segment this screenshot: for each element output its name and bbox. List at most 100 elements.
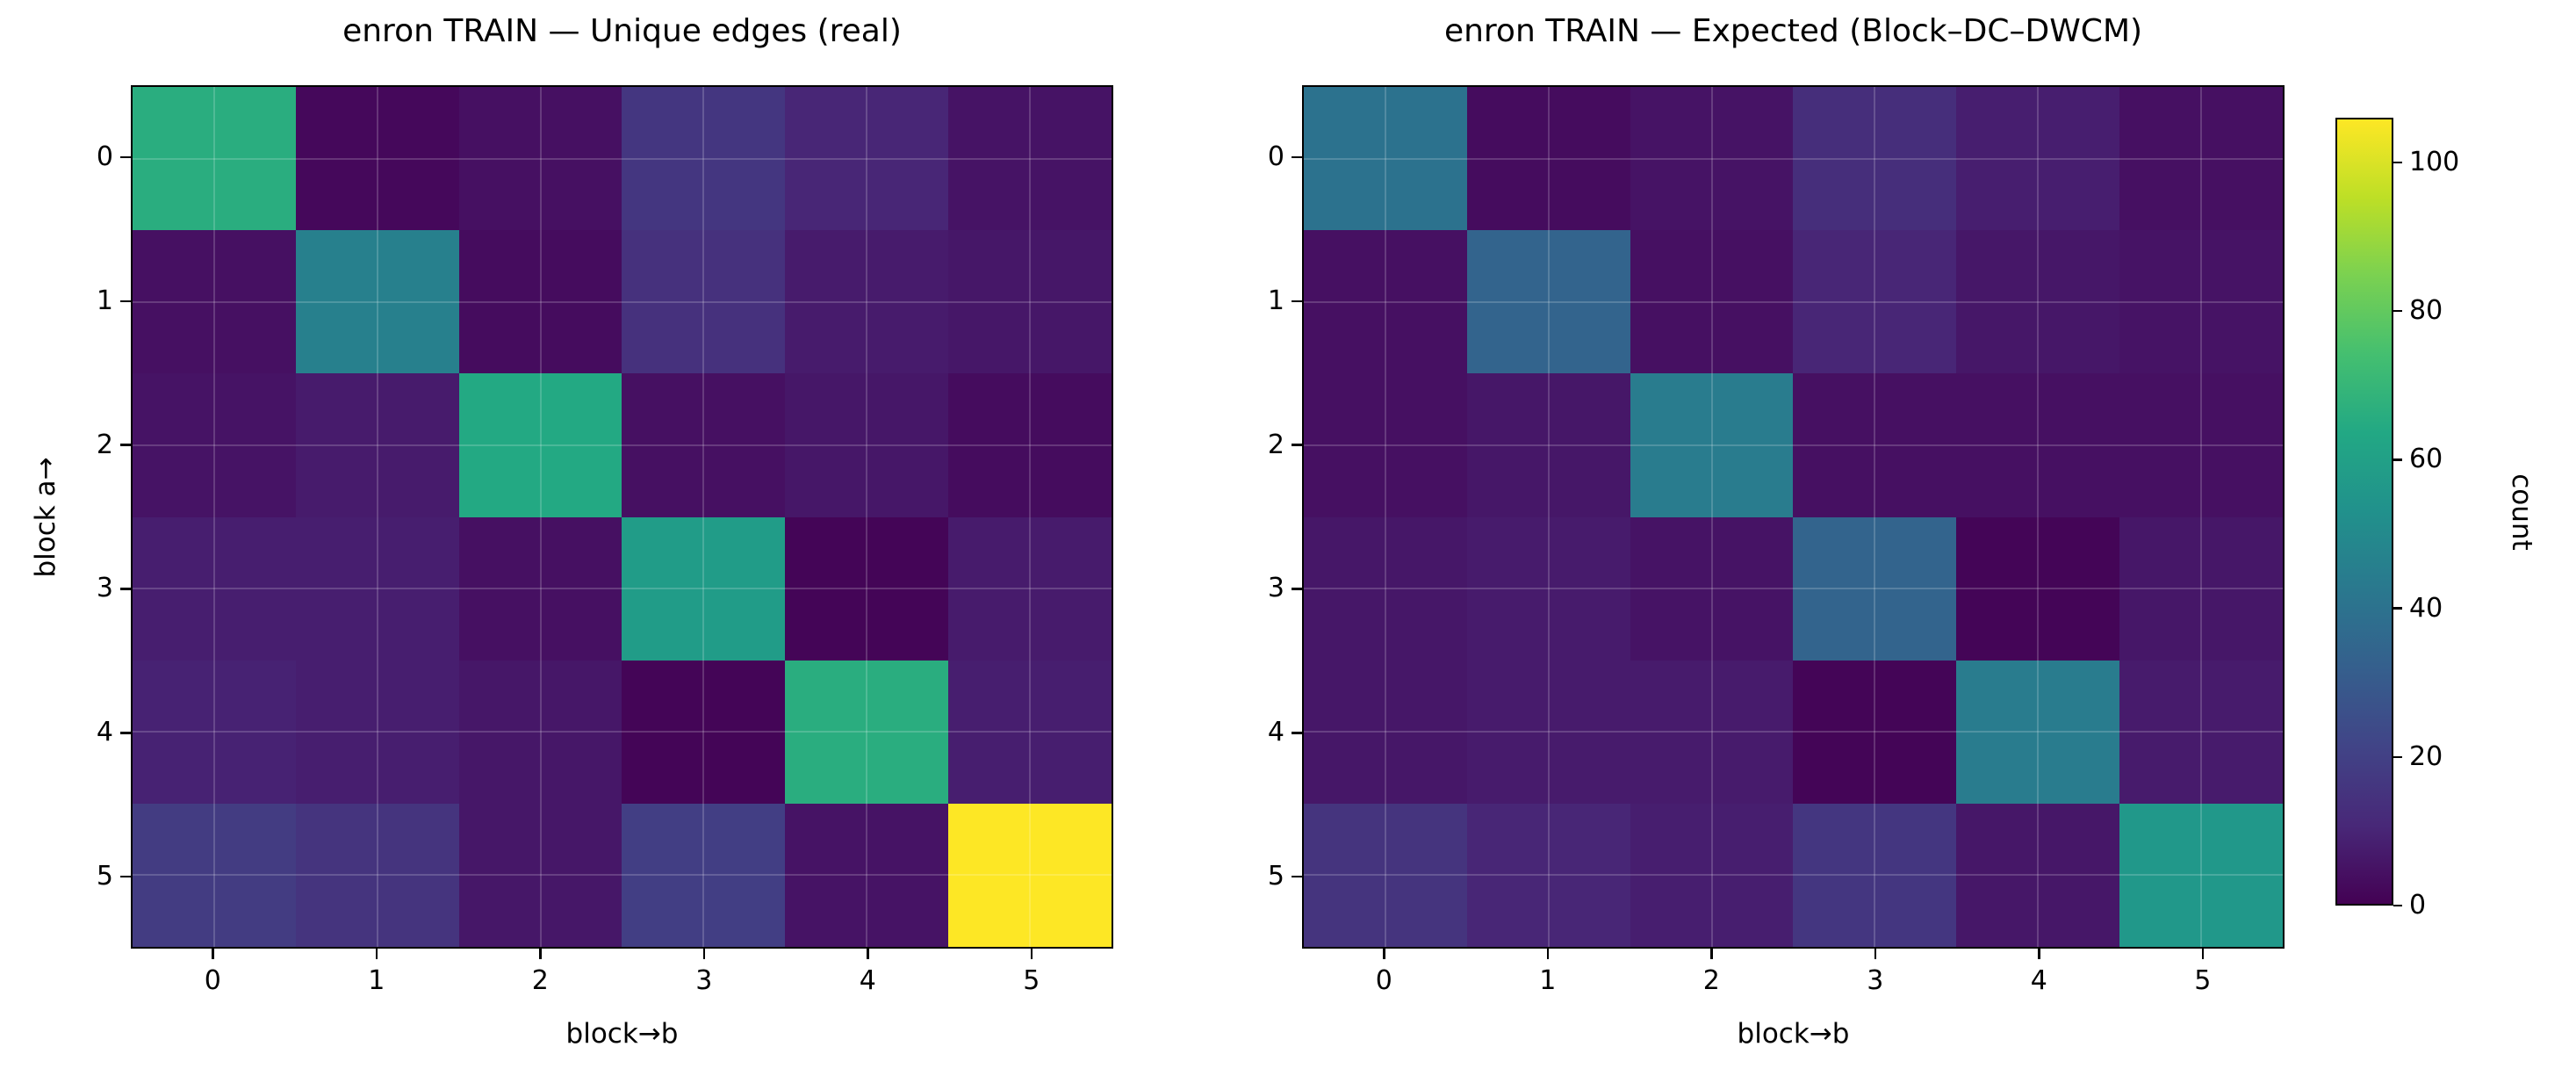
x-tick-mark	[212, 949, 214, 959]
y-tick-label: 0	[96, 141, 113, 172]
left-y-axis-label: block a→	[30, 456, 61, 578]
x-tick-mark	[1383, 949, 1385, 959]
heatmap-cell	[1956, 516, 2120, 661]
x-tick-mark	[1710, 949, 1713, 959]
heatmap-cell	[458, 373, 622, 517]
y-tick-label: 4	[1267, 717, 1284, 748]
colorbar-tick-label: 100	[2409, 146, 2460, 177]
y-tick-label: 2	[1267, 429, 1284, 460]
heatmap-cell	[622, 803, 786, 947]
heatmap-cell	[1793, 373, 1957, 517]
right-heatmap	[1302, 85, 2285, 949]
heatmap-cell	[785, 373, 949, 517]
heatmap-cell	[458, 660, 622, 804]
x-tick-label: 5	[2194, 965, 2212, 996]
y-tick-label: 4	[96, 717, 113, 748]
heatmap-cell	[1304, 803, 1467, 947]
heatmap-cell	[295, 516, 459, 661]
heatmap-cell	[1630, 87, 1794, 231]
heatmap-cell	[1956, 87, 2120, 231]
x-tick-mark	[1874, 949, 1876, 959]
y-tick-mark	[120, 155, 131, 159]
x-tick-label: 2	[531, 965, 549, 996]
heatmap-cell	[1304, 87, 1467, 231]
y-tick-mark	[1292, 875, 1302, 878]
heatmap-cell	[133, 87, 296, 231]
heatmap-cell	[1304, 660, 1467, 804]
heatmap-cell	[1630, 230, 1794, 374]
heatmap-cell	[1466, 87, 1630, 231]
heatmap-cell	[1793, 516, 1957, 661]
heatmap-cell	[785, 516, 949, 661]
heatmap-cell	[1956, 803, 2120, 947]
colorbar-tick-mark	[2393, 607, 2402, 610]
heatmap-cell	[622, 87, 786, 231]
heatmap-cell	[133, 516, 296, 661]
heatmap-cell	[1466, 230, 1630, 374]
heatmap-cell	[1793, 660, 1957, 804]
y-tick-mark	[120, 588, 131, 590]
x-tick-mark	[1030, 949, 1033, 959]
heatmap-cell	[2119, 230, 2283, 374]
y-tick-label: 5	[96, 861, 113, 892]
heatmap-cell	[785, 87, 949, 231]
y-tick-mark	[120, 444, 131, 446]
heatmap-cell	[1466, 373, 1630, 517]
heatmap-cell	[1630, 660, 1794, 804]
x-tick-label: 3	[695, 965, 713, 996]
heatmap-cell	[2119, 87, 2283, 231]
x-tick-label: 5	[1023, 965, 1040, 996]
heatmap-cell	[1630, 516, 1794, 661]
heatmap-cell	[1466, 516, 1630, 661]
y-tick-mark	[1292, 300, 1302, 302]
heatmap-cell	[133, 660, 296, 804]
heatmap-cell	[133, 230, 296, 374]
y-tick-label: 3	[96, 573, 113, 604]
heatmap-cell	[295, 230, 459, 374]
heatmap-cell	[1304, 516, 1467, 661]
heatmap-cell	[1793, 230, 1957, 374]
heatmap-cell	[133, 803, 296, 947]
heatmap-cell	[1956, 373, 2120, 517]
colorbar	[2335, 118, 2393, 906]
x-tick-mark	[375, 949, 378, 959]
heatmap-cell	[1466, 803, 1630, 947]
colorbar-tick-mark	[2393, 755, 2402, 758]
heatmap-cell	[2119, 373, 2283, 517]
x-tick-mark	[1546, 949, 1549, 959]
x-tick-mark	[2201, 949, 2204, 959]
left-x-axis-label: block→b	[565, 1018, 679, 1050]
right-heatmap-cells	[1304, 87, 2283, 947]
heatmap-cell	[2119, 516, 2283, 661]
x-tick-mark	[2038, 949, 2040, 959]
heatmap-cell	[1304, 230, 1467, 374]
heatmap-cell	[295, 87, 459, 231]
y-tick-label: 1	[1267, 285, 1284, 316]
heatmap-cell	[1956, 230, 2120, 374]
x-tick-label: 1	[368, 965, 385, 996]
heatmap-cell	[295, 660, 459, 804]
heatmap-cell	[2119, 660, 2283, 804]
y-tick-mark	[1292, 588, 1302, 590]
heatmap-cell	[2119, 803, 2283, 947]
heatmap-cell	[948, 803, 1112, 947]
y-tick-mark	[120, 732, 131, 734]
heatmap-cell	[295, 373, 459, 517]
heatmap-cell	[458, 87, 622, 231]
colorbar-tick-label: 60	[2409, 444, 2443, 475]
x-tick-label: 0	[204, 965, 221, 996]
colorbar-tick-mark	[2393, 458, 2402, 461]
x-tick-mark	[867, 949, 869, 959]
x-tick-label: 2	[1702, 965, 1720, 996]
x-tick-mark	[539, 949, 542, 959]
colorbar-tick-mark	[2393, 161, 2402, 164]
x-tick-label: 4	[2030, 965, 2047, 996]
heatmap-cell	[1956, 660, 2120, 804]
heatmap-cell	[458, 803, 622, 947]
heatmap-cell	[1793, 803, 1957, 947]
y-tick-mark	[1292, 732, 1302, 734]
y-tick-label: 1	[96, 285, 113, 316]
heatmap-cell	[948, 230, 1112, 374]
heatmap-cell	[948, 373, 1112, 517]
